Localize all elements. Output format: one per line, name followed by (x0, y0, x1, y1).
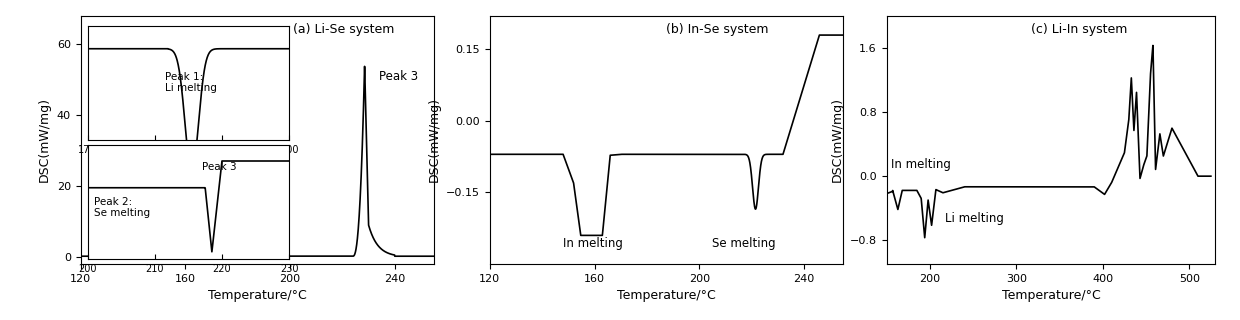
Text: Li melting: Li melting (945, 212, 1004, 225)
Text: In melting: In melting (563, 237, 622, 250)
Text: Peak 3: Peak 3 (379, 70, 418, 83)
Text: Se melting: Se melting (712, 237, 776, 250)
X-axis label: Temperature/°C: Temperature/°C (1002, 289, 1100, 302)
Text: (a) Li-Se system: (a) Li-Se system (293, 23, 394, 36)
X-axis label: Temperature/°C: Temperature/°C (618, 289, 715, 302)
Y-axis label: DSC(mW/mg): DSC(mW/mg) (38, 98, 51, 182)
Text: (b) In-Se system: (b) In-Se system (667, 23, 769, 36)
Text: (c) Li-In system: (c) Li-In system (1032, 23, 1127, 36)
Y-axis label: DSC(mW/mg): DSC(mW/mg) (428, 98, 440, 182)
X-axis label: Temperature/°C: Temperature/°C (208, 289, 306, 302)
Y-axis label: DSC(mW/mg): DSC(mW/mg) (831, 98, 844, 182)
Text: In melting: In melting (890, 158, 951, 171)
